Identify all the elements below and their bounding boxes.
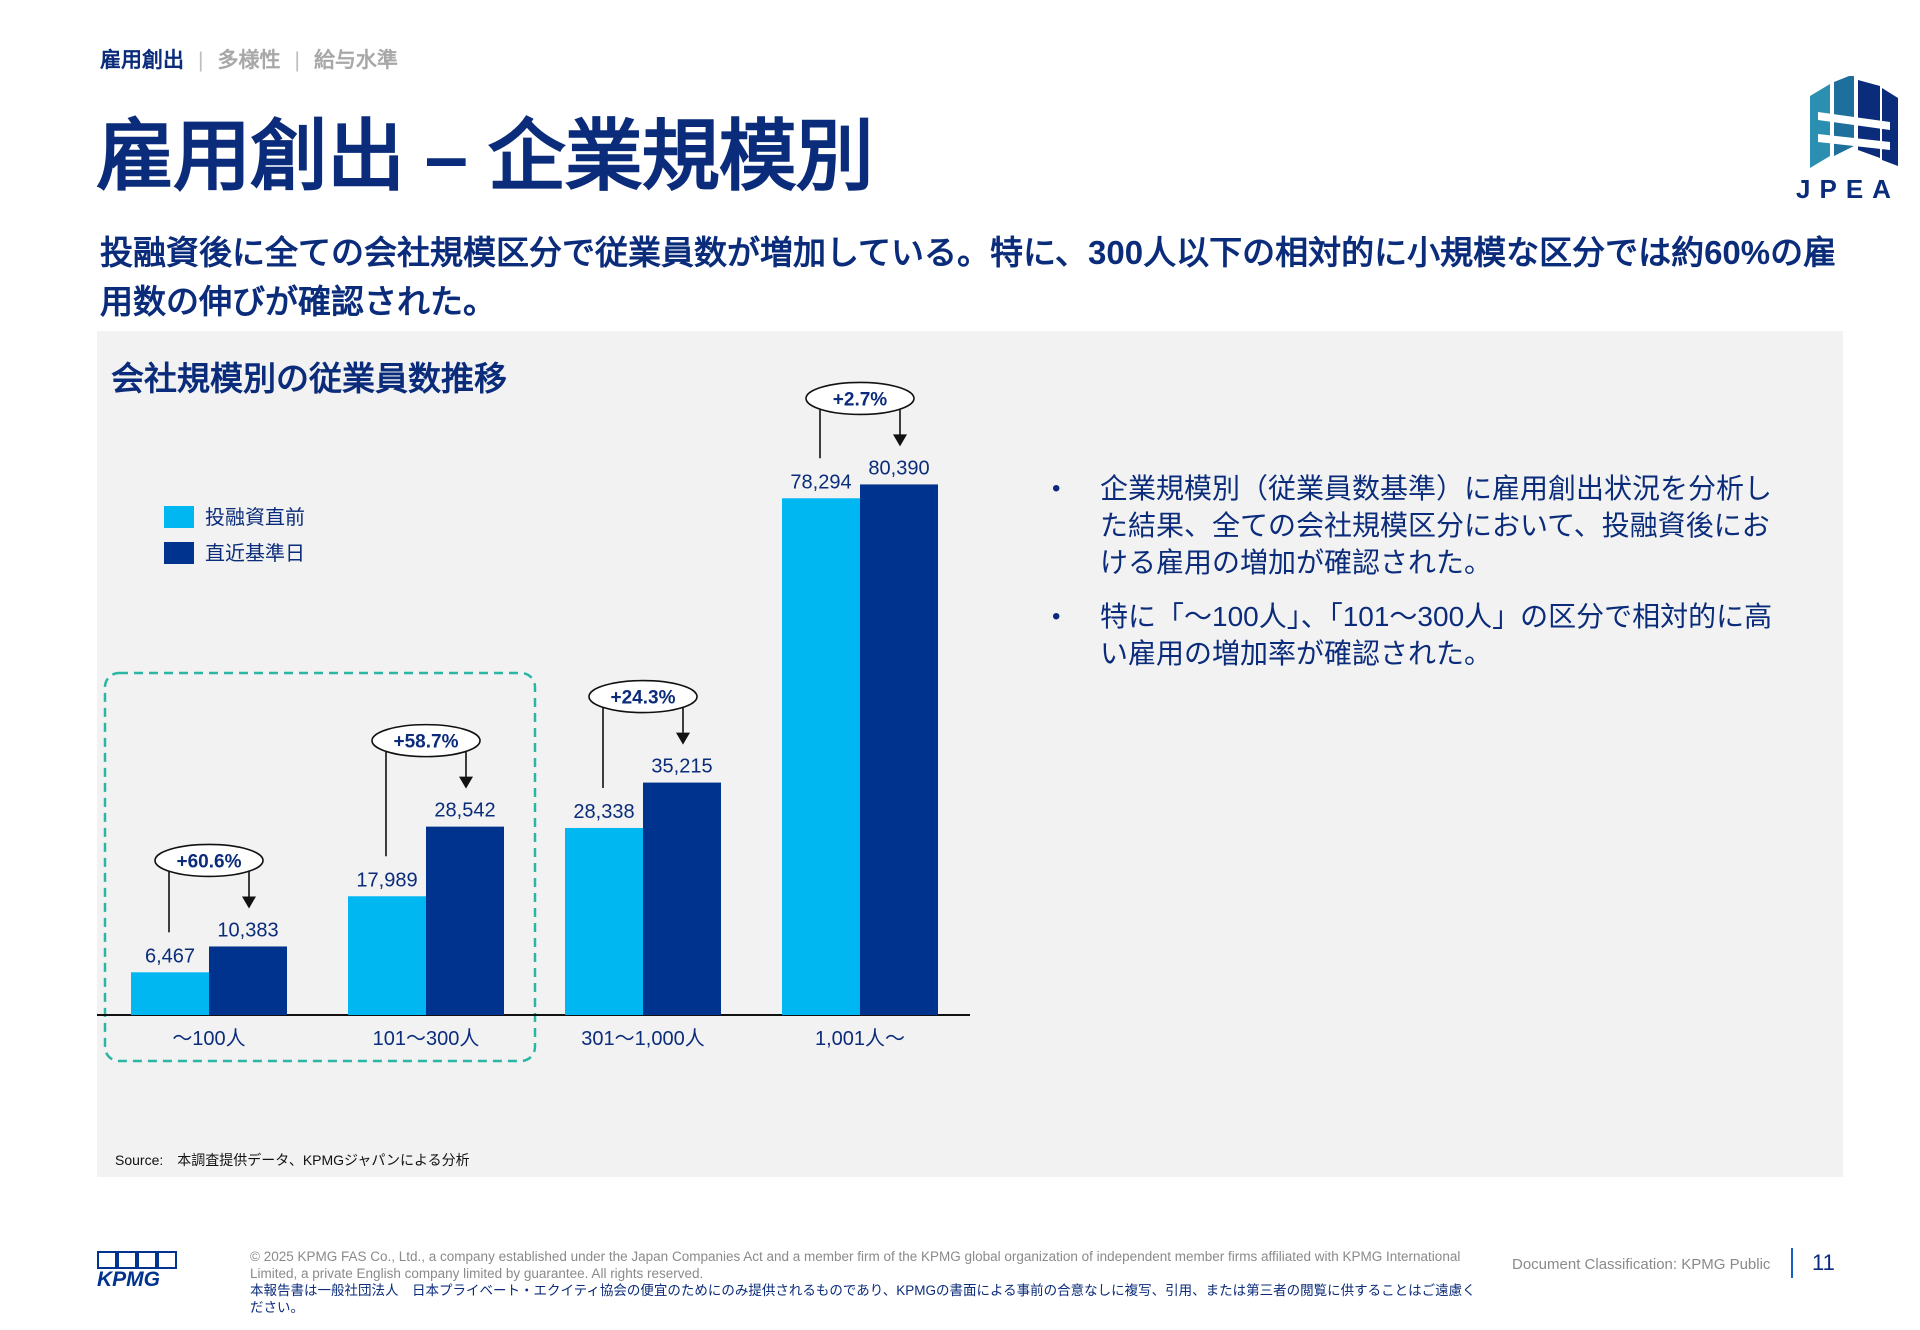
growth-ellipse bbox=[154, 843, 264, 878]
x-tick-label: 1,001人～ bbox=[815, 1027, 905, 1050]
data-label-before: 28,338 bbox=[573, 801, 634, 823]
breadcrumb: 雇用創出 | 多様性 | 給与水準 bbox=[100, 44, 398, 74]
bullet-item: • 特に「～100人」、「101～300人」の区分で相対的に高い雇用の増加率が確認… bbox=[1052, 598, 1792, 672]
breadcrumb-item-diversity[interactable]: 多様性 bbox=[217, 49, 281, 72]
breadcrumb-item-employment[interactable]: 雇用創出 bbox=[100, 49, 184, 72]
bar-latest bbox=[426, 826, 504, 1015]
legend-swatch bbox=[164, 542, 194, 564]
bullet-list: • 企業規模別（従業員数基準）に雇用創出状況を分析した結果、全ての会社規模区分にお… bbox=[1052, 470, 1792, 689]
growth-arrow-head bbox=[676, 732, 690, 745]
data-label-before: 6,467 bbox=[145, 945, 195, 967]
x-tick-label: 301～1,000人 bbox=[581, 1027, 704, 1050]
footer-disclaimer: 本報告書は一般社団法人 日本プライベート・エクイティ協会の便宜のためにのみ提供さ… bbox=[250, 1283, 1476, 1315]
growth-rate-label: +2.7% bbox=[833, 389, 888, 410]
bar-latest bbox=[209, 946, 287, 1015]
legend-label: 直近基準日 bbox=[205, 542, 305, 565]
data-label-latest: 28,542 bbox=[434, 800, 495, 822]
bullet-item: • 企業規模別（従業員数基準）に雇用創出状況を分析した結果、全ての会社規模区分にお… bbox=[1052, 470, 1792, 581]
data-label-before: 17,989 bbox=[356, 869, 417, 891]
breadcrumb-item-salary[interactable]: 給与水準 bbox=[313, 49, 398, 72]
legend-swatch bbox=[164, 506, 194, 528]
x-tick-label: 101～300人 bbox=[373, 1027, 480, 1050]
growth-arrow-head bbox=[893, 434, 907, 447]
highlight-box bbox=[103, 671, 537, 1063]
growth-ellipse bbox=[371, 723, 481, 758]
legend-label: 投融資直前 bbox=[205, 506, 305, 529]
bar-latest bbox=[643, 782, 721, 1015]
bar-before-investment bbox=[348, 896, 426, 1015]
kpmg-logo-text: KPMG bbox=[97, 1268, 160, 1290]
bar-latest bbox=[860, 484, 938, 1015]
document-classification: Document Classification: KPMG Public bbox=[1512, 1256, 1771, 1273]
bar-before-investment bbox=[782, 498, 860, 1015]
data-label-before: 78,294 bbox=[790, 471, 851, 493]
bar-before-investment bbox=[565, 827, 643, 1015]
jpea-logo-text: JPEA bbox=[1796, 174, 1900, 204]
bar-before-investment bbox=[131, 972, 209, 1015]
growth-ellipse bbox=[588, 679, 698, 714]
panel-title: 会社規模別の従業員数推移 bbox=[111, 360, 507, 397]
footer-legal: © 2025 KPMG FAS Co., Ltd., a company est… bbox=[250, 1248, 1480, 1316]
growth-ellipse bbox=[805, 381, 915, 416]
growth-rate-label: +58.7% bbox=[394, 732, 459, 753]
page-title: 雇用創出 – 企業規模別 bbox=[96, 112, 874, 200]
data-label-latest: 35,215 bbox=[651, 756, 712, 778]
employee-bar-chart: 6,467 10,383 ～100人 +60.6% 17,989 28,542 101～30… bbox=[97, 381, 970, 1063]
growth-rate-label: +60.6% bbox=[177, 851, 242, 872]
page-number: 11 bbox=[1812, 1250, 1835, 1275]
growth-rate-label: +24.3% bbox=[611, 688, 676, 709]
source-note: Source: 本調査提供データ、KPMGジャパンによる分析 bbox=[115, 1152, 470, 1168]
lead-text: 投融資後に全ての会社規模区分で従業員数が増加している。特に、300人以下の相対的… bbox=[100, 234, 1837, 320]
data-label-latest: 80,390 bbox=[868, 457, 929, 479]
data-label-latest: 10,383 bbox=[217, 919, 278, 941]
growth-arrow-head bbox=[459, 776, 473, 789]
bullet-mark: • bbox=[1052, 603, 1061, 630]
growth-arrow-head bbox=[242, 896, 256, 909]
x-tick-label: ～100人 bbox=[172, 1027, 245, 1050]
content-panel bbox=[97, 331, 1843, 1177]
page-number-divider bbox=[1791, 1248, 1793, 1278]
jpea-logo-icon bbox=[1810, 76, 1898, 168]
breadcrumb-separator: | bbox=[294, 49, 300, 72]
bullet-text: 特に「～100人」、「101～300人」の区分で相対的に高い雇用の増加率が確認さ… bbox=[1100, 601, 1773, 669]
breadcrumb-separator: | bbox=[198, 49, 204, 72]
bullet-mark: • bbox=[1052, 475, 1061, 502]
kpmg-logo-icon: KPMG bbox=[97, 1251, 177, 1290]
bullet-text: 企業規模別（従業員数基準）に雇用創出状況を分析した結果、全ての会社規模区分におい… bbox=[1100, 473, 1773, 578]
footer-copyright: © 2025 KPMG FAS Co., Ltd., a company est… bbox=[250, 1249, 1461, 1281]
